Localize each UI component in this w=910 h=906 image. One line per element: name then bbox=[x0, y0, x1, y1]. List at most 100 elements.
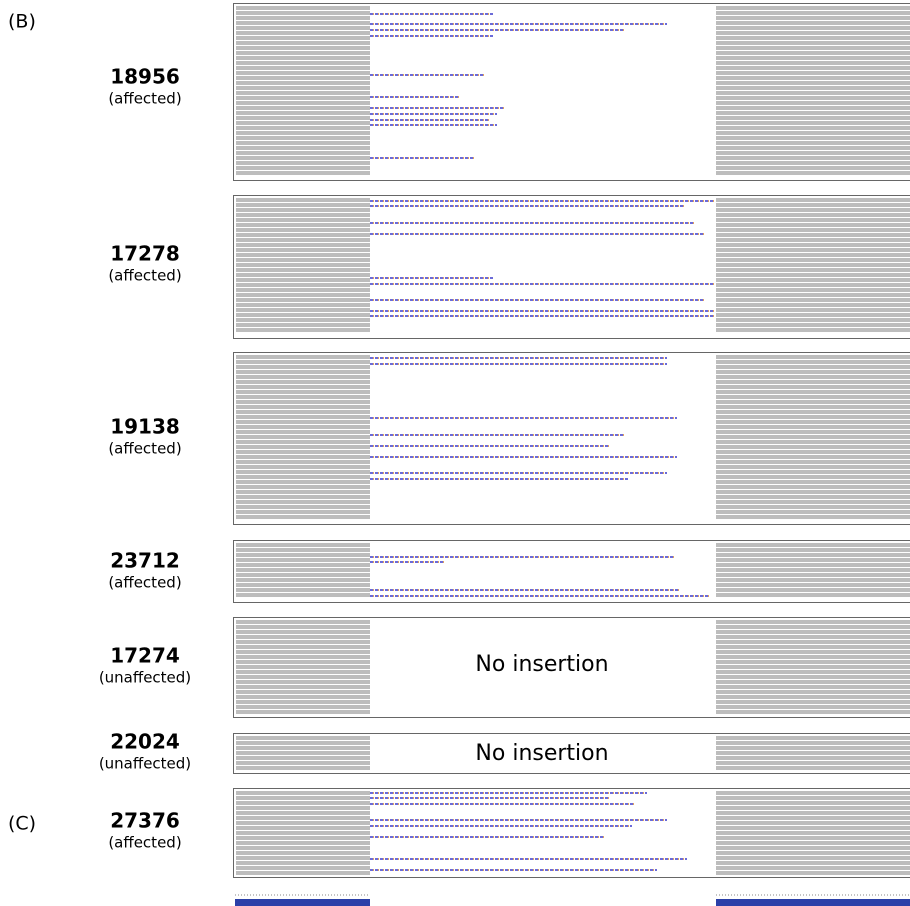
read bbox=[716, 861, 910, 865]
read bbox=[236, 96, 370, 100]
read bbox=[236, 203, 370, 207]
read bbox=[716, 51, 910, 55]
read bbox=[236, 430, 370, 434]
read bbox=[236, 56, 370, 60]
read bbox=[716, 6, 910, 10]
sample-id: 22024 bbox=[110, 730, 180, 754]
read bbox=[716, 228, 910, 232]
read bbox=[716, 31, 910, 35]
read bbox=[716, 831, 910, 835]
read bbox=[716, 370, 910, 374]
read bbox=[236, 593, 370, 597]
sample-id: 18956 bbox=[110, 65, 180, 89]
read bbox=[236, 543, 370, 547]
read bbox=[716, 435, 910, 439]
read bbox=[236, 736, 370, 740]
read bbox=[716, 96, 910, 100]
read bbox=[236, 323, 370, 327]
read bbox=[236, 308, 370, 312]
read bbox=[236, 690, 370, 694]
sample-id: 19138 bbox=[110, 415, 180, 439]
read bbox=[716, 121, 910, 125]
note: No insertion bbox=[475, 652, 608, 677]
read bbox=[236, 6, 370, 10]
read bbox=[236, 650, 370, 654]
read bbox=[716, 851, 910, 855]
read bbox=[716, 470, 910, 474]
read bbox=[716, 583, 910, 587]
read bbox=[236, 166, 370, 170]
read bbox=[716, 66, 910, 70]
read bbox=[236, 510, 370, 514]
read bbox=[236, 836, 370, 840]
read bbox=[716, 485, 910, 489]
read bbox=[716, 268, 910, 272]
read bbox=[236, 831, 370, 835]
read bbox=[716, 751, 910, 755]
read bbox=[716, 741, 910, 745]
read bbox=[236, 465, 370, 469]
sequence-track bbox=[716, 899, 910, 906]
read bbox=[716, 563, 910, 567]
read bbox=[716, 635, 910, 639]
read bbox=[236, 318, 370, 322]
sample-status: (affected) bbox=[108, 574, 181, 592]
sample-id: 23712 bbox=[110, 549, 180, 573]
read bbox=[236, 16, 370, 20]
read bbox=[716, 796, 910, 800]
read bbox=[236, 61, 370, 65]
read bbox=[716, 151, 910, 155]
read bbox=[716, 430, 910, 434]
read bbox=[236, 791, 370, 795]
read bbox=[236, 228, 370, 232]
read bbox=[236, 846, 370, 850]
read bbox=[716, 695, 910, 699]
read bbox=[716, 218, 910, 222]
read bbox=[716, 91, 910, 95]
read bbox=[716, 283, 910, 287]
read bbox=[236, 435, 370, 439]
read bbox=[716, 650, 910, 654]
read bbox=[236, 151, 370, 155]
read bbox=[236, 36, 370, 40]
read bbox=[236, 288, 370, 292]
read bbox=[716, 11, 910, 15]
read bbox=[236, 670, 370, 674]
read bbox=[716, 593, 910, 597]
read bbox=[236, 741, 370, 745]
read bbox=[236, 505, 370, 509]
read bbox=[716, 233, 910, 237]
sample-status: (affected) bbox=[108, 834, 181, 852]
read bbox=[716, 766, 910, 770]
read bbox=[236, 198, 370, 202]
read bbox=[236, 475, 370, 479]
read bbox=[236, 106, 370, 110]
read bbox=[716, 380, 910, 384]
read bbox=[716, 400, 910, 404]
read bbox=[716, 76, 910, 80]
read bbox=[236, 645, 370, 649]
read bbox=[716, 213, 910, 217]
read bbox=[716, 846, 910, 850]
read bbox=[236, 71, 370, 75]
read bbox=[236, 490, 370, 494]
read bbox=[716, 746, 910, 750]
read bbox=[716, 21, 910, 25]
read bbox=[716, 440, 910, 444]
read bbox=[716, 460, 910, 464]
read bbox=[716, 811, 910, 815]
read bbox=[236, 450, 370, 454]
read bbox=[716, 136, 910, 140]
read bbox=[716, 455, 910, 459]
read bbox=[716, 690, 910, 694]
read bbox=[236, 766, 370, 770]
read bbox=[716, 56, 910, 60]
read bbox=[716, 791, 910, 795]
read bbox=[716, 836, 910, 840]
read bbox=[716, 263, 910, 267]
read bbox=[236, 46, 370, 50]
read bbox=[716, 480, 910, 484]
read bbox=[236, 405, 370, 409]
read bbox=[716, 410, 910, 414]
read bbox=[716, 655, 910, 659]
